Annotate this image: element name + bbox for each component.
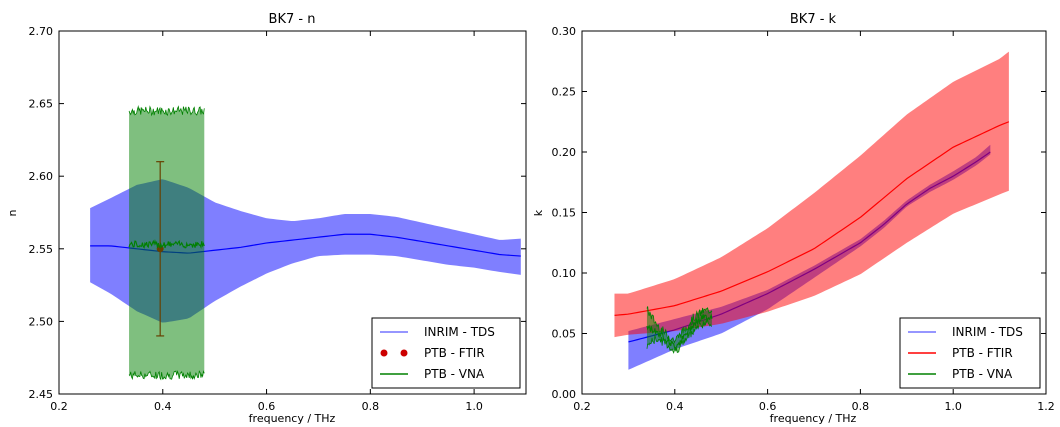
chart-n-y-tick-label: 2.45 xyxy=(29,388,54,401)
chart-k-y-tick-label: 0.15 xyxy=(552,207,577,220)
chart-n-title: BK7 - n xyxy=(269,12,316,27)
chart-n-y-axis-label: n xyxy=(6,209,19,216)
chart-n-x-tick-label: 0.2 xyxy=(50,400,68,413)
chart-k-x-axis-label: frequency / THz xyxy=(770,412,857,425)
chart-k-y-tick-label: 0.25 xyxy=(552,86,577,99)
chart-k-ptb-vna-upper-edge xyxy=(646,306,713,344)
chart-n-x-tick-label: 0.4 xyxy=(154,400,172,413)
chart-n-x-tick-label: 1.0 xyxy=(465,400,483,413)
chart-k-x-tick-label: 0.4 xyxy=(666,400,684,413)
chart-n-x-axis-label: frequency / THz xyxy=(249,412,336,425)
chart-k-y-tick-label: 0.10 xyxy=(552,267,577,280)
chart-k-x-tick-label: 0.6 xyxy=(759,400,777,413)
chart-n-y-tick-label: 2.50 xyxy=(29,315,54,328)
chart-n-axes-frame xyxy=(58,30,527,395)
chart-k: BK7 - k 0.2 0.4 0.6 0.8 1.0 1.20.000.050.100.… xyxy=(532,12,1055,425)
chart-n-ptb-vna-upper-edge xyxy=(128,105,205,117)
chart-k-ptb-vna-line xyxy=(646,313,713,351)
chart-k-y-tick-label: 0.05 xyxy=(552,328,577,341)
chart-n-legend-box xyxy=(371,317,521,389)
chart-n-ptb-vna-lower-edge xyxy=(128,370,205,381)
chart-k-legend-label-inrim-tds: INRIM - TDS xyxy=(952,325,1023,339)
chart-k-ptb-ftir-uncertainty-band xyxy=(614,51,1009,338)
chart-n-plot-area: 0.2 0.4 0.6 0.8 1.0 2.45 2.50 2.55 2.60 2.65 2.70 xyxy=(29,25,527,413)
chart-k-ptb-vna-lower-edge xyxy=(646,318,713,354)
chart-n-legend-label-ptb-ftir: PTB - FTIR xyxy=(424,346,485,360)
chart-n-legend-marker-ptb-ftir xyxy=(400,349,408,357)
chart-k-title: BK7 - k xyxy=(790,12,837,27)
chart-n-x-tick-label: 0.6 xyxy=(258,400,276,413)
chart-n-series-ptb-vna xyxy=(128,105,205,381)
chart-n-series-layer xyxy=(90,105,521,381)
chart-n-y-tick-label: 2.60 xyxy=(29,170,54,183)
chart-k-legend-label-ptb-ftir: PTB - FTIR xyxy=(952,346,1013,360)
chart-n-x-tick-label: 0.8 xyxy=(362,400,380,413)
chart-n: BK7 - n 0.2 0.4 0.6 0.8 1.0 2.45 2.50 2.55 2.60 2… xyxy=(6,12,527,425)
chart-k-x-tick-label: 0.8 xyxy=(852,400,870,413)
chart-k-series-ptb-ftir xyxy=(614,51,1010,338)
chart-k-series-layer xyxy=(614,51,1010,370)
chart-k-series-ptb-vna xyxy=(646,306,713,354)
chart-n-legend-marker-ptb-ftir xyxy=(380,349,388,357)
chart-k-x-tick-label: 0.2 xyxy=(573,400,591,413)
chart-k-y-tick-label: 0.00 xyxy=(552,388,577,401)
chart-n-legend: INRIM - TDS PTB - FTIR PTB - VNA xyxy=(371,317,521,389)
chart-k-x-tick-label: 1.0 xyxy=(944,400,962,413)
chart-n-y-tick-label: 2.65 xyxy=(29,98,54,111)
chart-n-y-tick-label: 2.70 xyxy=(29,25,54,38)
chart-k-plot-area: 0.2 0.4 0.6 0.8 1.0 1.2 0.00 0.05 0.10 0.15 0.20 0.… xyxy=(552,25,1055,413)
chart-n-legend-label-ptb-vna: PTB - VNA xyxy=(424,367,485,381)
chart-n-ptb-vna-line xyxy=(128,239,205,250)
chart-n-y-tick-label: 2.55 xyxy=(29,243,54,256)
chart-n-legend-label-inrim-tds: INRIM - TDS xyxy=(424,325,495,339)
chart-k-ptb-ftir-line xyxy=(614,121,1010,316)
chart-k-x-tick-label: 1.2 xyxy=(1037,400,1055,413)
chart-k-y-tick-label: 0.30 xyxy=(552,25,577,38)
chart-k-y-tick-label: 0.20 xyxy=(552,146,577,159)
chart-n-ptb-vna-uncertainty-band xyxy=(129,106,205,380)
chart-k-legend-label-ptb-vna: PTB - VNA xyxy=(952,367,1013,381)
chart-k-legend: INRIM - TDS PTB - FTIR PTB - VNA xyxy=(899,317,1041,389)
chart-k-y-axis-label: k xyxy=(532,209,545,216)
